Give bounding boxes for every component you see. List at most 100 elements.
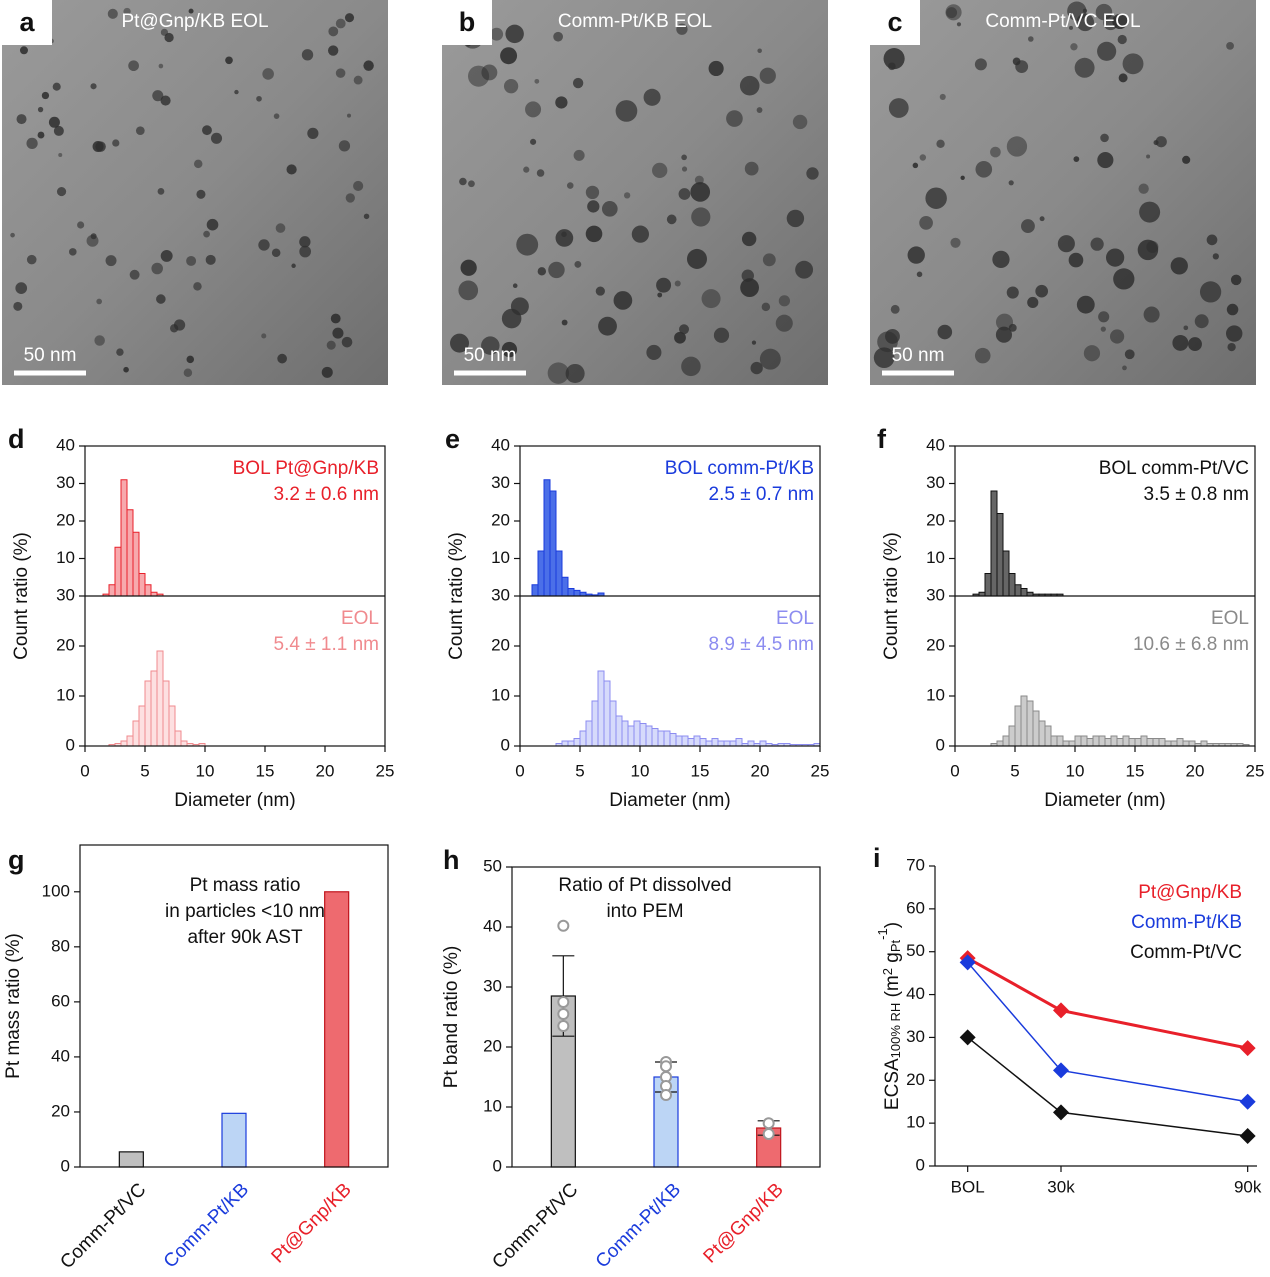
x-tick-label: 10 (1066, 761, 1085, 780)
x-tick-label: 25 (376, 761, 395, 780)
particle (690, 182, 711, 202)
particle (299, 245, 311, 258)
particle (128, 60, 139, 72)
histogram-bar (1086, 738, 1094, 747)
particle (94, 335, 105, 346)
particle (1076, 295, 1095, 314)
y-tick-label: 30 (56, 473, 75, 492)
x-tick-label: Comm-Pt/KB (592, 1179, 685, 1272)
annotation: Ratio of Pt dissolved (558, 875, 731, 896)
particle (1206, 234, 1218, 246)
particle (188, 8, 194, 14)
x-tick-label: 90k (1234, 1177, 1262, 1196)
series-name: EOL (776, 608, 814, 629)
histogram-bar (1182, 740, 1190, 747)
histogram-bar (1074, 735, 1082, 747)
series-name: BOL Pt@Gnp/KB (233, 458, 379, 479)
y-tick-label: 0 (493, 1156, 502, 1175)
particle (330, 313, 341, 324)
particle (795, 260, 814, 279)
particle (96, 298, 102, 305)
y-axis-label-part: -1 (875, 928, 890, 940)
histogram-bar (990, 490, 998, 597)
y-tick-label: 60 (51, 991, 70, 1010)
x-tick-label: 0 (950, 761, 959, 780)
particle (183, 368, 193, 377)
legend-entry: Pt@Gnp/KB (1138, 882, 1242, 903)
histogram-bar (711, 738, 719, 747)
particle (193, 282, 202, 291)
histogram-bar (996, 740, 1004, 747)
histogram-bar (1020, 695, 1028, 747)
histogram-bar (1134, 738, 1142, 747)
particle (646, 344, 662, 360)
particle (15, 282, 28, 294)
histogram-bar (627, 725, 635, 747)
particle (1124, 349, 1135, 360)
histogram-bar (120, 740, 128, 747)
particle (615, 100, 638, 122)
histogram-bar (1080, 735, 1088, 747)
particle (739, 75, 760, 96)
image-caption: Comm-Pt/KB EOL (558, 11, 712, 32)
x-tick-label: 15 (1126, 761, 1145, 780)
particle (1230, 274, 1242, 286)
histogram-bar (984, 573, 992, 597)
y-tick-label: 30 (56, 585, 75, 604)
series-name: EOL (1211, 608, 1249, 629)
histogram-bar (1140, 735, 1148, 747)
particle (1117, 34, 1127, 45)
marker (1239, 1040, 1256, 1057)
particle (275, 223, 286, 233)
particle (258, 239, 270, 251)
histogram-bar (717, 740, 725, 747)
histogram-bar (567, 588, 575, 597)
particle (338, 140, 351, 152)
y-tick-label: 40 (483, 916, 502, 935)
particle (525, 101, 542, 118)
particle (553, 31, 563, 42)
series-annotation: 3.2 ± 0.6 nm (274, 484, 379, 505)
histogram-bar (579, 730, 587, 747)
particle (919, 216, 933, 230)
histogram-bar (699, 738, 707, 747)
particle (26, 137, 38, 150)
particle (883, 48, 905, 70)
particle (307, 127, 319, 139)
particle (1170, 257, 1188, 275)
particle (1021, 219, 1035, 234)
x-tick-label: 5 (575, 761, 584, 780)
y-tick-label: 0 (501, 735, 510, 754)
particle (510, 297, 529, 316)
particle (1006, 286, 1019, 299)
y-tick-label: 30 (491, 585, 510, 604)
y-tick-label: 30 (926, 473, 945, 492)
particle (186, 355, 195, 364)
particle (995, 313, 1014, 331)
y-tick-label: 20 (483, 1036, 502, 1055)
particle (598, 316, 617, 336)
particle (156, 294, 166, 304)
particle (1068, 252, 1084, 268)
particle (1006, 136, 1028, 157)
particle (1073, 156, 1080, 162)
histogram-bar (1020, 588, 1028, 597)
particle (1194, 314, 1209, 329)
bar (221, 1112, 247, 1168)
particle (1188, 337, 1202, 352)
x-tick-label: 10 (196, 761, 215, 780)
histogram-bar (705, 740, 713, 747)
series-annotation: 2.5 ± 0.7 nm (709, 484, 814, 505)
particle (500, 47, 518, 65)
histogram-bar (1200, 740, 1208, 747)
histogram-bar (735, 738, 743, 747)
y-tick-label: 40 (51, 1046, 70, 1065)
panel-letter: d (8, 424, 25, 454)
y-tick-label: 50 (483, 856, 502, 875)
histogram-bar (150, 670, 158, 747)
histogram-bar (1188, 740, 1196, 747)
particle (363, 60, 374, 71)
histogram-bar (1104, 738, 1112, 747)
bar (118, 1151, 144, 1168)
particle (262, 68, 274, 80)
